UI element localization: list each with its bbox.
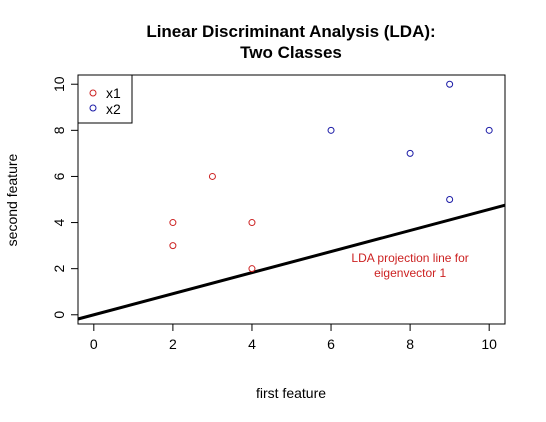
- point-x1: [248, 219, 256, 227]
- y-axis-label: second feature: [4, 153, 20, 246]
- y-tick-label: 8: [51, 126, 67, 134]
- x-tick-label: 0: [90, 336, 98, 352]
- points-layer: [169, 80, 493, 273]
- point-x1: [208, 172, 216, 180]
- point-x2: [327, 126, 335, 134]
- projection-line-layer: [77, 203, 506, 321]
- annotation-line-2: eigenvector 1: [374, 266, 446, 280]
- y-axis: 0 2 4 6 8 10: [51, 76, 79, 319]
- legend-box: [77, 74, 133, 124]
- x-axis-label: first feature: [256, 385, 326, 401]
- chart-title-line-1: Linear Discriminant Analysis (LDA):: [146, 22, 435, 41]
- point-x2: [446, 196, 454, 203]
- legend-marker-x2: [89, 104, 97, 112]
- legend-marker-x1: [89, 89, 97, 97]
- lda-projection-line: [77, 203, 506, 321]
- point-x1: [248, 265, 256, 273]
- chart-title-line-2: Two Classes: [240, 43, 342, 62]
- y-tick-label: 0: [51, 311, 67, 319]
- x-tick-label: 2: [169, 336, 177, 352]
- plot-box: [77, 74, 506, 325]
- point-x2: [446, 80, 454, 88]
- y-tick-label: 4: [51, 218, 67, 226]
- x-tick-label: 6: [327, 336, 335, 352]
- point-x2: [485, 126, 493, 134]
- point-x2: [406, 149, 414, 157]
- annotation-line-1: LDA projection line for: [351, 251, 468, 265]
- x-tick-label: 4: [248, 336, 256, 352]
- x-tick-label: 8: [406, 336, 414, 352]
- x-axis: 0 2 4 6 8 10: [90, 323, 497, 352]
- legend-label-x1: x1: [106, 85, 121, 101]
- y-tick-label: 6: [51, 172, 67, 180]
- legend-label-x2: x2: [106, 101, 121, 117]
- point-x1: [169, 219, 177, 227]
- x-tick-label: 10: [481, 336, 497, 352]
- y-tick-label: 2: [51, 265, 67, 273]
- point-x1: [169, 242, 177, 250]
- legend: x1 x2: [77, 74, 133, 124]
- y-tick-label: 10: [51, 76, 67, 92]
